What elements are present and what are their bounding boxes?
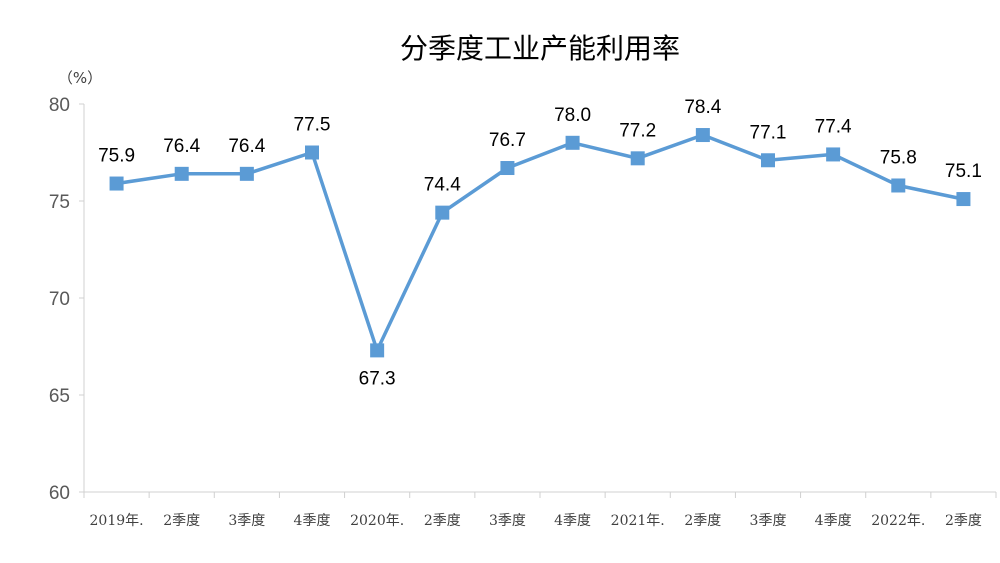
data-label: 76.7 — [489, 130, 526, 151]
y-tick-label: 65 — [49, 386, 70, 407]
data-point-marker — [695, 128, 710, 143]
x-tick-label: 4季度 — [815, 513, 852, 529]
series-line — [116, 133, 964, 353]
data-point-marker — [891, 178, 906, 193]
data-label: 76.4 — [163, 136, 200, 157]
y-axis-ticks: 60 65 70 75 80 — [49, 95, 84, 504]
data-label: 75.8 — [880, 147, 917, 168]
x-tick-label: 3季度 — [228, 513, 265, 529]
data-label: 75.1 — [945, 161, 982, 182]
data-label: 77.5 — [294, 115, 331, 136]
data-label: 77.4 — [815, 116, 852, 137]
data-point-marker — [630, 151, 645, 166]
x-tick-label: 2季度 — [424, 513, 461, 529]
x-tick-label: 2季度 — [945, 513, 982, 529]
data-label: 77.2 — [619, 120, 656, 141]
y-tick-label: 80 — [49, 95, 70, 116]
data-label: 77.1 — [750, 122, 787, 143]
x-tick-label: 2019年. — [90, 513, 144, 529]
x-axis-ticks: 2019年. 2季度 3季度 4季度 2020年. 2季度 3季度 4季度 2021年. 2季度 3… — [83, 492, 997, 529]
data-label: 67.3 — [359, 368, 396, 389]
chart-title: 分季度工业产能利用率 — [400, 32, 680, 65]
x-tick-label: 3季度 — [489, 513, 526, 529]
data-point-marker — [826, 147, 841, 162]
x-tick-label: 2021年. — [611, 513, 665, 529]
data-point-marker — [956, 192, 971, 207]
x-tick-label: 2季度 — [163, 513, 200, 529]
x-tick-label: 4季度 — [554, 513, 591, 529]
data-label: 74.4 — [424, 175, 461, 196]
y-tick-label: 60 — [49, 483, 70, 504]
data-point-marker — [370, 343, 385, 358]
x-tick-label: 3季度 — [750, 513, 787, 529]
data-point-marker — [761, 153, 775, 168]
y-tick-label: 75 — [49, 192, 70, 213]
data-point-marker — [109, 176, 124, 191]
x-tick-label: 4季度 — [294, 513, 331, 529]
data-point-marker — [565, 135, 580, 150]
data-point-marker — [500, 161, 515, 176]
x-tick-label: 2020年. — [350, 513, 404, 529]
data-markers — [109, 128, 971, 358]
data-point-marker — [174, 166, 189, 181]
data-label: 76.4 — [228, 136, 265, 157]
y-tick-label: 70 — [49, 289, 70, 310]
data-point-marker — [435, 205, 450, 220]
y-unit-label: （%） — [58, 69, 102, 87]
data-point-marker — [305, 145, 319, 160]
data-label: 75.9 — [98, 146, 135, 167]
data-labels: 75.9 76.4 76.4 77.5 67.3 74.4 76.7 78.0 77.2 78.4… — [98, 97, 982, 389]
data-label: 78.4 — [684, 97, 721, 118]
data-point-marker — [239, 166, 254, 181]
data-label: 78.0 — [554, 105, 591, 126]
x-tick-label: 2022年. — [871, 513, 925, 529]
x-tick-label: 2季度 — [684, 513, 721, 529]
